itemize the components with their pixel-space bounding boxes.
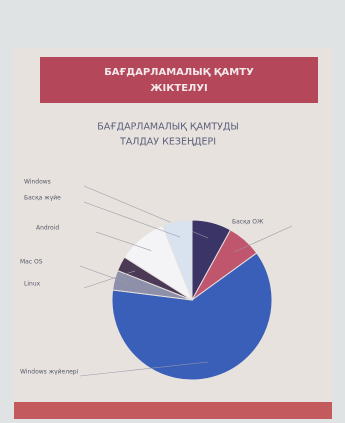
slice-label: Mac OS xyxy=(20,259,43,266)
chart-title: БАҒДАРЛАМАЛЫҚ ҚАМТУДЫ xyxy=(97,122,239,133)
leader-line xyxy=(83,270,136,289)
leader-line xyxy=(234,225,293,253)
pie-slice xyxy=(111,252,273,381)
slice-label: Басқа жүйе xyxy=(24,195,61,202)
slice-label: Windows xyxy=(24,179,51,186)
header-title: ЖІКТЕЛУІ xyxy=(150,83,208,94)
header-band xyxy=(40,57,318,103)
leader-line xyxy=(79,265,131,285)
leader-line xyxy=(83,201,181,238)
leader-line xyxy=(79,361,208,377)
slice-label: Linux xyxy=(24,281,41,288)
bottom-band xyxy=(14,402,332,419)
slice-label: Басқа ОЖ xyxy=(232,219,264,226)
slice-label: Android xyxy=(36,225,59,232)
slice-label: Windows жүйелері xyxy=(20,369,79,376)
header-title: БАҒДАРЛАМАЛЫҚ ҚАМТУ xyxy=(104,67,254,78)
pie-slice xyxy=(161,219,193,301)
leader-line xyxy=(95,231,152,251)
chart-title: ТАЛДАУ КЕЗЕҢДЕРІ xyxy=(119,137,216,148)
